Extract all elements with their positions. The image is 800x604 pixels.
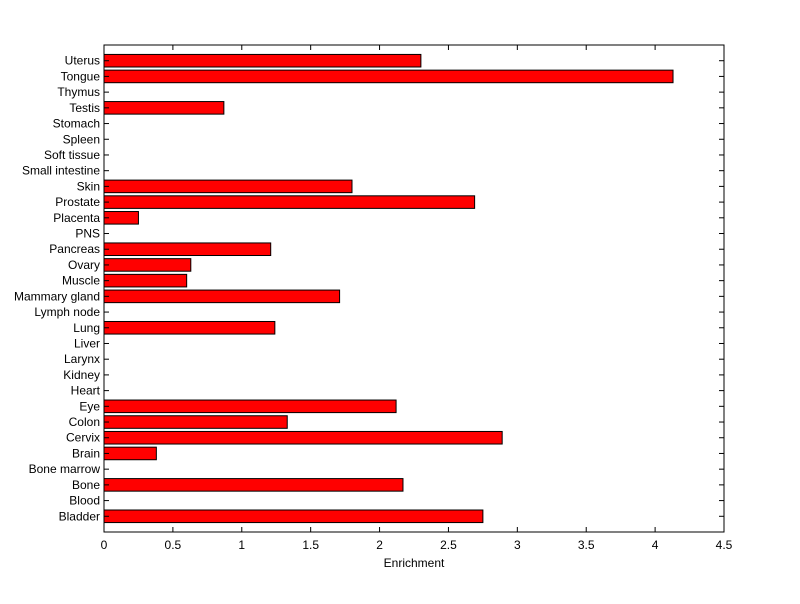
y-tick-label-bladder: Bladder <box>59 509 100 523</box>
bar-placenta <box>103 211 139 225</box>
bar-colon <box>103 415 288 429</box>
x-tick-label-0: 0 <box>101 538 108 552</box>
x-tick-label-1: 0.5 <box>165 538 182 552</box>
bar-mammary-gland <box>103 289 341 304</box>
y-tick-label-mammary-gland: Mammary gland <box>14 289 100 303</box>
x-tick-label-8: 4 <box>652 538 659 552</box>
y-tick-label-bone-marrow: Bone marrow <box>29 462 101 476</box>
y-tick-label-thymus: Thymus <box>57 85 100 99</box>
x-tick-label-3: 1.5 <box>302 538 319 552</box>
y-tick-label-soft-tissue: Soft tissue <box>44 148 100 162</box>
axes-box <box>103 44 725 533</box>
y-tick-label-liver: Liver <box>74 336 100 350</box>
y-tick-label-colon: Colon <box>69 415 100 429</box>
bar-cervix <box>103 430 503 445</box>
y-tick-label-small-intestine: Small intestine <box>22 164 100 178</box>
bar-bladder <box>103 509 484 524</box>
y-tick-label-pns: PNS <box>75 227 100 241</box>
x-axis-label: Enrichment <box>384 556 445 570</box>
y-tick-label-bone: Bone <box>72 478 100 492</box>
y-tick-label-eye: Eye <box>79 399 100 413</box>
y-tick-label-tongue: Tongue <box>61 69 101 83</box>
bar-tongue <box>103 69 674 84</box>
bar-skin <box>103 179 353 194</box>
x-tick-label-5: 2.5 <box>440 538 457 552</box>
ticks-group <box>103 45 725 532</box>
x-tick-label-7: 3.5 <box>578 538 595 552</box>
bar-muscle <box>103 273 188 288</box>
plot-area-background <box>104 45 724 532</box>
y-tick-label-kidney: Kidney <box>63 368 100 382</box>
y-tick-label-pancreas: Pancreas <box>49 242 100 256</box>
bar-testis <box>103 101 225 115</box>
y-tick-label-blood: Blood <box>69 494 100 508</box>
x-tick-label-4: 2 <box>376 538 383 552</box>
y-tick-label-lung: Lung <box>73 321 100 335</box>
y-tick-label-prostate: Prostate <box>55 195 100 209</box>
y-tick-label-uterus: Uterus <box>65 54 100 68</box>
bar-prostate <box>103 195 476 209</box>
y-tick-label-cervix: Cervix <box>66 431 100 445</box>
y-tick-label-skin: Skin <box>77 179 100 193</box>
y-tick-label-testis: Testis <box>69 101 100 115</box>
bar-brain <box>103 446 157 461</box>
y-tick-label-larynx: Larynx <box>64 352 100 366</box>
bar-lung <box>103 320 276 335</box>
y-tick-label-ovary: Ovary <box>68 258 100 272</box>
y-tick-label-placenta: Placenta <box>53 211 100 225</box>
bar-ovary <box>103 258 192 272</box>
bar-bone <box>103 478 404 492</box>
y-tick-label-heart: Heart <box>71 384 101 398</box>
x-tick-label-6: 3 <box>514 538 521 552</box>
bar-uterus <box>103 53 422 68</box>
y-tick-label-lymph-node: Lymph node <box>34 305 100 319</box>
y-tick-label-spleen: Spleen <box>63 132 100 146</box>
y-tick-label-brain: Brain <box>72 446 100 460</box>
x-tick-label-2: 1 <box>238 538 245 552</box>
y-tick-label-stomach: Stomach <box>53 117 100 131</box>
bar-eye <box>103 399 397 414</box>
x-tick-label-9: 4.5 <box>716 538 733 552</box>
bar-pancreas <box>103 242 272 257</box>
y-tick-label-muscle: Muscle <box>62 274 100 288</box>
